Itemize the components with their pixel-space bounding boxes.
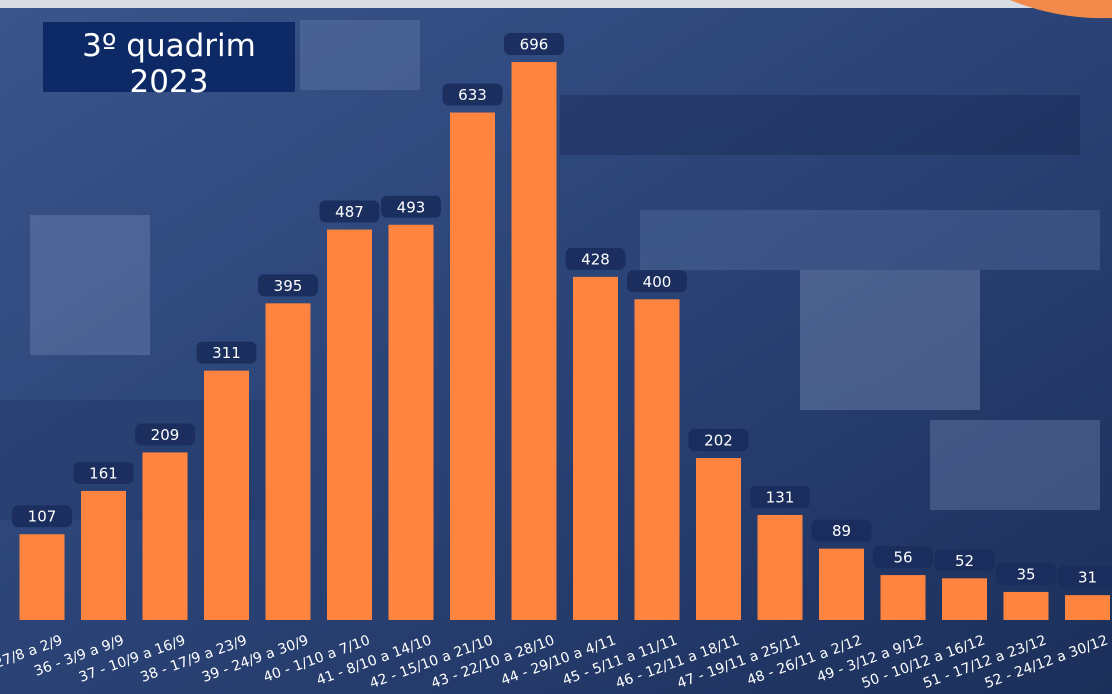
value-label: 209 xyxy=(151,426,180,444)
value-label-box xyxy=(135,423,195,446)
bar xyxy=(19,534,65,620)
value-label-box xyxy=(258,274,318,297)
value-label: 202 xyxy=(704,432,733,450)
value-label-box xyxy=(73,461,134,484)
bar xyxy=(757,514,803,620)
bar xyxy=(388,224,434,620)
bar xyxy=(880,575,926,620)
value-label: 89 xyxy=(832,522,851,540)
value-label: 428 xyxy=(581,250,610,268)
bar xyxy=(573,276,618,620)
value-label: 400 xyxy=(643,273,672,291)
bar xyxy=(81,490,126,620)
value-label-box xyxy=(12,505,72,528)
value-label: 311 xyxy=(212,344,241,362)
value-label-box xyxy=(750,485,810,508)
bar xyxy=(450,112,495,621)
bar xyxy=(942,578,987,620)
value-label: 131 xyxy=(766,488,795,506)
value-label: 107 xyxy=(28,508,57,526)
bar xyxy=(634,299,680,620)
value-label-box xyxy=(996,562,1056,585)
value-label: 487 xyxy=(335,203,364,221)
value-label-box xyxy=(811,519,872,542)
bar xyxy=(204,370,249,620)
bar xyxy=(265,303,311,620)
bar xyxy=(142,452,188,620)
value-label-box xyxy=(627,270,687,293)
value-label-box xyxy=(196,341,257,364)
value-label-box xyxy=(934,549,995,572)
value-label-box xyxy=(442,83,503,106)
value-label: 31 xyxy=(1078,569,1097,587)
value-label-box xyxy=(565,247,626,270)
value-label-box xyxy=(504,33,564,55)
bar xyxy=(511,62,557,620)
value-label: 52 xyxy=(955,552,974,570)
value-label: 56 xyxy=(893,549,912,567)
value-label: 493 xyxy=(397,198,426,216)
value-label-box xyxy=(873,546,933,569)
value-label-box xyxy=(319,200,380,223)
value-label: 161 xyxy=(89,464,118,482)
chart-title: 3º quadrim 2023 xyxy=(43,22,295,100)
value-label-box xyxy=(1057,566,1112,589)
bar xyxy=(819,548,864,620)
value-label-box xyxy=(381,195,441,218)
value-label: 633 xyxy=(458,86,487,104)
bar xyxy=(696,458,741,620)
bar xyxy=(1003,591,1049,620)
value-label: 35 xyxy=(1016,565,1035,583)
bar xyxy=(1065,595,1110,620)
value-label: 395 xyxy=(274,277,303,295)
value-label: 696 xyxy=(520,36,549,54)
corner-accent xyxy=(1010,0,1112,19)
value-label-box xyxy=(688,429,749,452)
bar xyxy=(327,229,372,620)
